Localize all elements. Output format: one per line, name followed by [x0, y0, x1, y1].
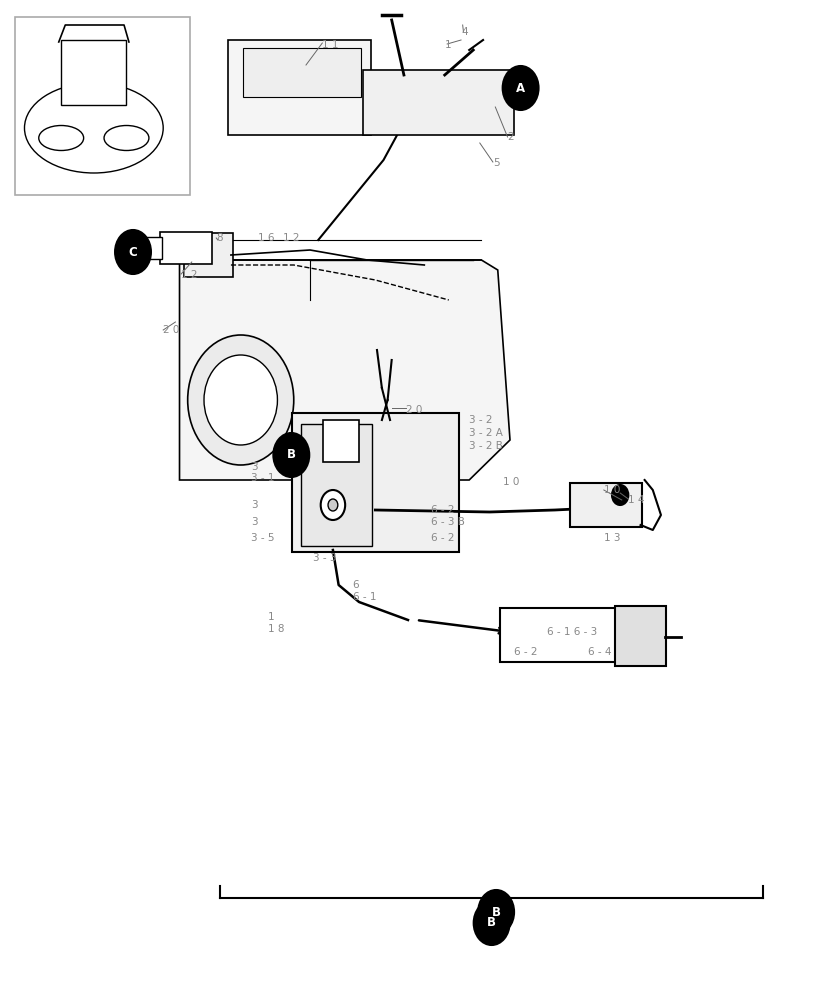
FancyBboxPatch shape: [228, 40, 371, 135]
Text: 3 - 2 A: 3 - 2 A: [469, 428, 503, 438]
Text: 2 0: 2 0: [406, 405, 423, 415]
Text: 3: 3: [251, 500, 258, 510]
Circle shape: [612, 485, 628, 505]
FancyBboxPatch shape: [363, 70, 514, 135]
Ellipse shape: [104, 125, 149, 150]
Text: 1 8: 1 8: [268, 624, 284, 634]
Text: 6 - 4: 6 - 4: [588, 647, 611, 657]
FancyBboxPatch shape: [61, 40, 126, 105]
Text: 6: 6: [353, 580, 359, 590]
Text: 6 - 1 6 - 3: 6 - 1 6 - 3: [547, 627, 597, 637]
Text: 4: 4: [461, 27, 468, 37]
FancyBboxPatch shape: [615, 606, 666, 666]
Text: 3 - 2: 3 - 2: [469, 415, 493, 425]
Text: 1 6: 1 6: [258, 233, 274, 243]
Ellipse shape: [24, 83, 163, 173]
Text: 1 0: 1 0: [604, 485, 620, 495]
Text: 3 - 3: 3 - 3: [313, 553, 336, 563]
FancyBboxPatch shape: [243, 48, 361, 97]
Circle shape: [188, 335, 294, 465]
Circle shape: [328, 499, 338, 511]
Text: C: C: [129, 245, 137, 258]
Text: 3 - 2 B: 3 - 2 B: [469, 441, 503, 451]
FancyBboxPatch shape: [323, 420, 359, 462]
Text: 2: 2: [508, 132, 514, 142]
Polygon shape: [180, 260, 510, 480]
Text: B: B: [286, 448, 296, 462]
Text: B: B: [491, 906, 501, 918]
FancyBboxPatch shape: [292, 413, 459, 552]
Circle shape: [321, 490, 345, 520]
Ellipse shape: [38, 125, 83, 150]
Text: 1 2: 1 2: [181, 270, 197, 280]
Text: 1: 1: [445, 40, 451, 50]
FancyBboxPatch shape: [500, 608, 626, 662]
Text: 3: 3: [251, 517, 258, 527]
Text: 1: 1: [268, 612, 274, 622]
Text: B: B: [487, 916, 496, 930]
Text: 1 2: 1 2: [283, 233, 299, 243]
Text: 5: 5: [493, 158, 499, 168]
Circle shape: [204, 355, 277, 445]
Text: 2 0: 2 0: [163, 325, 180, 335]
Circle shape: [503, 66, 539, 110]
FancyBboxPatch shape: [160, 232, 212, 264]
Text: 6 - 1: 6 - 1: [353, 592, 376, 602]
Circle shape: [115, 230, 151, 274]
Text: 1 0: 1 0: [503, 477, 520, 487]
Circle shape: [473, 901, 510, 945]
Text: 8: 8: [216, 233, 223, 243]
Text: 3 - 5: 3 - 5: [251, 533, 275, 543]
Text: 6 - 3 B: 6 - 3 B: [431, 517, 465, 527]
FancyBboxPatch shape: [15, 17, 190, 195]
Text: 1 4: 1 4: [628, 495, 645, 505]
Text: 6 - 2: 6 - 2: [431, 505, 455, 515]
FancyBboxPatch shape: [570, 483, 642, 527]
Text: 6 - 2: 6 - 2: [431, 533, 455, 543]
Text: 1 1: 1 1: [322, 40, 339, 50]
FancyBboxPatch shape: [144, 237, 162, 259]
Circle shape: [478, 890, 514, 934]
Text: 1 3: 1 3: [604, 533, 620, 543]
Text: 6 - 2: 6 - 2: [514, 647, 538, 657]
Text: 3 - 1: 3 - 1: [251, 473, 275, 483]
FancyBboxPatch shape: [184, 233, 233, 277]
FancyBboxPatch shape: [301, 424, 372, 546]
Text: A: A: [516, 82, 526, 95]
Text: 3: 3: [251, 462, 258, 472]
Circle shape: [273, 433, 309, 477]
